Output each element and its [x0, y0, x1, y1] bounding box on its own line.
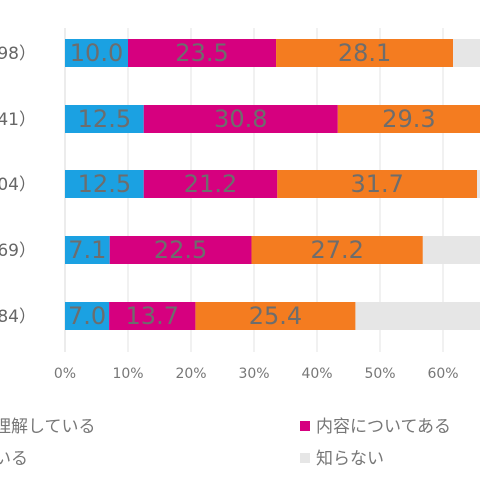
data-label-0-0: 10.0	[70, 39, 123, 67]
bar-3-2	[251, 236, 423, 264]
category-label-1: 41）	[0, 110, 36, 130]
x-tick-label-2: 20%	[175, 366, 206, 382]
bar-1-2	[337, 105, 480, 133]
x-tick-label-5: 50%	[364, 366, 395, 382]
bar-0-3	[453, 39, 480, 67]
data-label-4-2: 25.4	[249, 302, 302, 330]
legend-label-3: 知らない	[316, 449, 384, 469]
x-tick-label-4: 40%	[301, 366, 332, 382]
category-label-0: 98）	[0, 44, 36, 64]
data-label-1-1: 30.8	[214, 105, 267, 133]
data-label-3-0: 7.1	[68, 236, 106, 264]
bar-4-0	[65, 302, 110, 330]
legend-item-2: いる	[0, 444, 28, 469]
legend-item-0: 理解している	[0, 412, 96, 437]
legend-label-0: 理解している	[0, 417, 96, 437]
bar-1-0	[65, 105, 144, 133]
category-label-3: 69）	[0, 241, 36, 261]
bar-1-1	[143, 105, 338, 133]
category-label-2: 04）	[0, 175, 36, 195]
legend-swatch-1	[300, 421, 310, 431]
bar-3-3	[422, 236, 480, 264]
data-label-3-1: 22.5	[154, 236, 207, 264]
data-label-2-2: 31.7	[350, 170, 403, 198]
bar-0-0	[65, 39, 128, 67]
bar-4-2	[195, 302, 356, 330]
bar-0-2	[276, 39, 454, 67]
legend-label-2: いる	[0, 449, 28, 469]
bar-4-1	[109, 302, 196, 330]
data-label-1-2: 29.3	[382, 105, 435, 133]
bars	[65, 39, 480, 330]
bar-2-0	[65, 170, 144, 198]
data-label-3-2: 27.2	[310, 236, 363, 264]
x-tick-label-0: 0%	[54, 366, 76, 382]
bar-2-3	[477, 170, 480, 198]
legend-item-1: 内容についてある	[300, 412, 451, 437]
category-label-4: 84）	[0, 307, 36, 327]
data-label-2-1: 21.2	[184, 170, 237, 198]
bar-0-1	[128, 39, 277, 67]
data-label-1-0: 12.5	[78, 105, 131, 133]
legend-swatch-3	[300, 453, 310, 463]
bar-4-3	[355, 302, 480, 330]
x-tick-label-6: 60%	[427, 366, 458, 382]
x-tick-label-1: 10%	[112, 366, 143, 382]
bar-3-0	[65, 236, 110, 264]
bar-3-1	[109, 236, 252, 264]
data-label-2-0: 12.5	[78, 170, 131, 198]
data-label-0-2: 28.1	[338, 39, 391, 67]
x-tick-labels: 0% 10% 20% 30% 40% 50% 60%	[54, 366, 459, 382]
x-tick-label-3: 30%	[238, 366, 269, 382]
data-label-4-0: 7.0	[68, 302, 106, 330]
data-labels: 10.0 23.5 28.1 12.5 30.8 29.3 12.5 21.2 31.7 7.1 2…	[68, 39, 436, 330]
legend-item-3: 知らない	[300, 444, 384, 469]
bar-2-2	[277, 170, 478, 198]
legend-label-1: 内容についてある	[316, 417, 451, 437]
bar-2-1	[143, 170, 278, 198]
data-label-0-1: 23.5	[175, 39, 228, 67]
data-label-4-1: 13.7	[126, 302, 179, 330]
category-labels: 98） 41） 04） 69） 84）	[0, 44, 36, 327]
